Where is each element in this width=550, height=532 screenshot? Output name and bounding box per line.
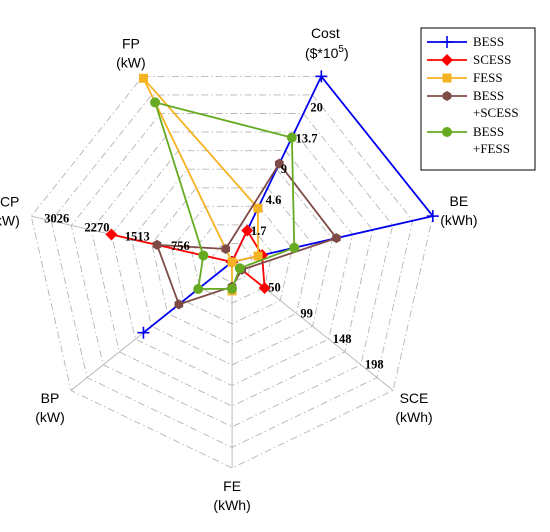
point-bess-cost	[315, 70, 328, 83]
axis-label-line-0: FE	[223, 478, 241, 494]
tick-cost-4: 20	[310, 100, 323, 114]
point-bess-fess-sce	[234, 263, 245, 274]
point-fess-scp	[227, 257, 237, 267]
point-scess-sce	[258, 281, 271, 294]
unit-base: ($*10	[305, 45, 339, 61]
legend-label-bess-scess-0: BESS	[473, 88, 504, 103]
grid-ring-9	[50, 94, 414, 448]
grid-ring-6	[111, 150, 353, 387]
axis-label-sce: SCE (kWh)	[395, 390, 432, 425]
legend-marker-bess	[441, 36, 453, 48]
grid-ring-1	[211, 242, 253, 284]
point-bess-bp	[137, 326, 150, 339]
legend-item-fess: FESS	[427, 70, 503, 85]
axis-label-line-1: (kWh)	[395, 409, 432, 425]
axis-label-line-0: SCP	[0, 193, 19, 209]
series-fess	[138, 73, 263, 296]
point-bess-fess-be	[289, 242, 300, 253]
point-bess-fess-fe	[227, 283, 238, 294]
tick-cost-3: 13.7	[296, 131, 318, 145]
axis-label-line-0: FP	[122, 35, 140, 51]
legend-marker-scess	[441, 54, 453, 66]
legend-item-scess: SCESS	[427, 52, 511, 67]
axis-label-cost-unit: ($*105)	[305, 44, 349, 61]
axis-label-line-1: (kWh)	[213, 497, 250, 513]
legend-label-bess-fess-0: BESS	[473, 124, 504, 139]
point-bess-scess-cost	[275, 158, 284, 169]
legend-item-bess-scess: BESS +SCESS	[427, 88, 519, 120]
radar-series	[105, 70, 439, 339]
point-fess-cost	[253, 203, 263, 213]
tick-cost-1: 4.6	[266, 193, 282, 207]
point-bess-be	[426, 210, 439, 223]
tick-scp-0: 756	[171, 239, 190, 253]
legend-item-bess-fess: BESS +FESS	[427, 124, 510, 156]
tick-cost-2: 9	[281, 162, 287, 176]
legend-box	[420, 27, 536, 171]
axis-label-line-1: (kW)	[0, 212, 20, 228]
axis-labels: Cost($*105)BE(kWh)SCE(kWh)FE(kWh)BP(kW)S…	[0, 25, 478, 513]
point-bess-scess-bp	[174, 299, 184, 310]
grid-ring-4	[151, 187, 313, 345]
axis-label-bp: BP (kW)	[35, 390, 65, 425]
legend-marker-fess	[442, 73, 452, 83]
point-fess-be	[253, 251, 263, 261]
tick-sce-2: 148	[333, 332, 352, 346]
grid-ring-5	[131, 168, 333, 366]
point-scess-scp	[105, 228, 118, 241]
axis-label-cost: Cost ($*105)	[305, 25, 349, 61]
unit-exp: 5	[338, 44, 344, 55]
tick-labels: 1.7 4.6 9 13.7 20 50 99 148 198 756 1513 2270 3026	[44, 100, 383, 371]
tick-scp-3: 3026	[44, 211, 69, 225]
tick-scp-2: 2270	[85, 221, 110, 235]
legend-label-bess-fess-1: +FESS	[473, 141, 510, 156]
axis-label-line-1: (kWh)	[440, 212, 477, 228]
point-bess-scess-be	[332, 233, 341, 244]
legend-label-bess-0: BESS	[473, 34, 504, 49]
legend-label-bess-scess-1: +SCESS	[473, 105, 519, 120]
tick-sce-1: 99	[300, 306, 313, 320]
point-scess-cost	[241, 224, 254, 237]
point-fess-fp	[138, 73, 148, 83]
axis-label-scp: SCP (kW)	[0, 193, 20, 228]
radar-grid	[30, 75, 434, 469]
legend-marker-bess-fess	[442, 127, 452, 137]
axis-label-line-0: SCE	[400, 390, 429, 406]
axis-label-line-0: BP	[41, 390, 60, 406]
legend-item-bess: BESS	[427, 34, 504, 49]
axis-label-line-1: (kW)	[35, 409, 65, 425]
axis-label-be: BE (kWh)	[440, 193, 477, 228]
point-bess-fess-scp	[198, 250, 209, 261]
point-bess-fess-cost	[286, 132, 297, 143]
point-bess-fess-bp	[193, 283, 204, 294]
axis-label-cost-name: Cost	[311, 25, 340, 41]
point-bess-scess-fp	[221, 244, 231, 254]
point-bess-scess-scp	[152, 239, 162, 250]
series-line-bess-fess	[154, 101, 296, 290]
grid-ring-7	[90, 131, 374, 407]
tick-scp-1: 1513	[125, 230, 150, 244]
legend-label-scess-0: SCESS	[473, 52, 511, 67]
point-bess-fess-fp	[150, 97, 161, 108]
unit-close: )	[344, 45, 349, 61]
axis-label-fe: FE (kWh)	[213, 478, 250, 513]
legend-marker-bess-scess	[442, 91, 452, 101]
axis-label-fp: FP (kW)	[116, 35, 146, 70]
series-line-bess-scess	[156, 162, 338, 306]
tick-cost-0: 1.7	[251, 224, 267, 238]
grid-ring-3	[171, 205, 293, 325]
series-bess-fess	[150, 97, 300, 294]
tick-sce-0: 50	[268, 281, 281, 295]
tick-sce-3: 198	[365, 358, 384, 372]
axis-label-line-0: BE	[450, 193, 469, 209]
legend: BESS SCESS FESS BESS +SCESS BESS +FESS	[420, 27, 536, 171]
axis-label-line-1: (kW)	[116, 54, 146, 70]
legend-label-fess-0: FESS	[473, 70, 503, 85]
grid-ring-10	[30, 75, 434, 469]
grid-ring-2	[191, 224, 273, 304]
